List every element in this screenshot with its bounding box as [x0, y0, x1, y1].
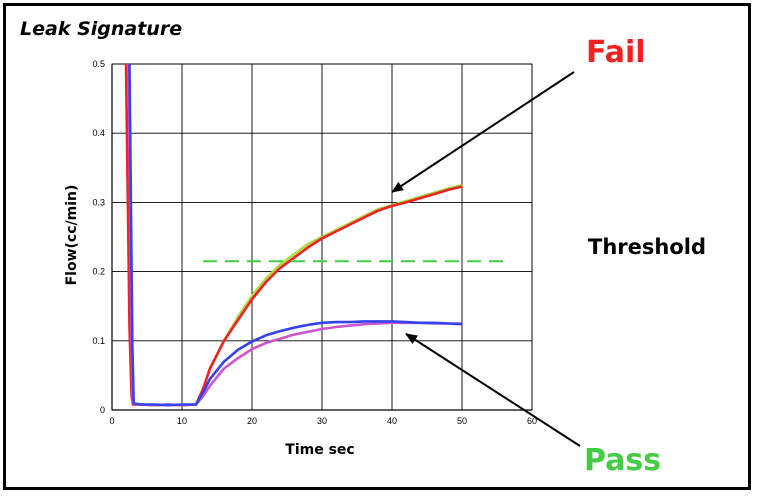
y-tick-label-1: 0.1	[92, 336, 105, 346]
x-axis-label: Time sec	[285, 442, 354, 458]
x-tick-label-5: 50	[457, 416, 467, 426]
x-tick-label-6: 60	[527, 416, 537, 426]
pass-arrow	[405, 333, 581, 447]
x-tick-label-4: 40	[387, 416, 397, 426]
series-group	[124, 63, 463, 407]
y-tick-label-3: 0.3	[92, 197, 105, 207]
pass-label: Pass	[584, 443, 661, 478]
pass-series-line-2	[127, 63, 462, 407]
fail-arrow	[391, 71, 575, 193]
y-axis-label: Flow(cc/min)	[64, 185, 80, 286]
tick-labels: 0 10 20 30 40 50 60 0 0.1 0.2 0.3 0.4 0.5	[92, 59, 537, 426]
x-tick-label-1: 10	[177, 416, 187, 426]
y-tick-label-5: 0.5	[92, 59, 105, 69]
x-tick-label-3: 30	[317, 416, 327, 426]
threshold-label: Threshold	[588, 235, 706, 259]
chart-title: Leak Signature	[20, 18, 183, 40]
fail-series-line-0	[127, 63, 463, 407]
y-tick-label-4: 0.4	[92, 128, 105, 138]
fail-series-line-1	[124, 63, 463, 407]
pass-series-line-3	[128, 63, 463, 407]
y-tick-label-0: 0	[100, 405, 105, 415]
x-tick-label-2: 20	[247, 416, 257, 426]
y-tick-label-2: 0.2	[92, 267, 105, 277]
grid	[112, 63, 533, 410]
fail-label: Fail	[586, 35, 646, 70]
x-tick-label-0: 0	[109, 416, 114, 426]
